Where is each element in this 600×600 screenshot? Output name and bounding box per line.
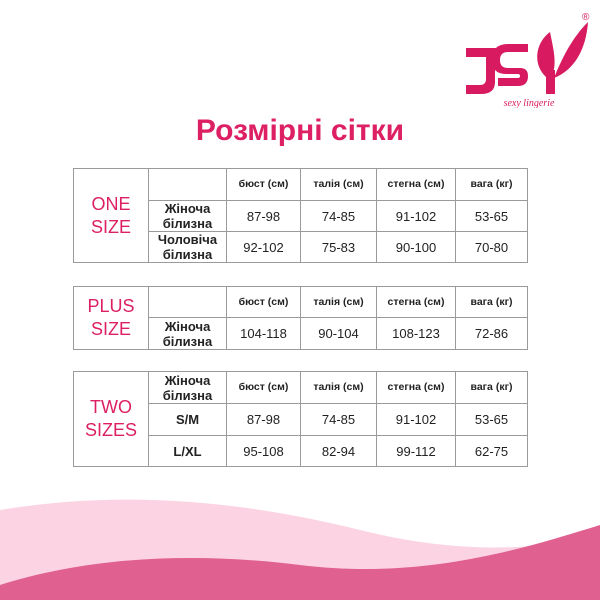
- row-label: Жіноча білизна: [148, 317, 227, 350]
- brand-tagline: sexy lingerie: [504, 98, 555, 108]
- column-header: бюст (см): [226, 286, 301, 318]
- table-cell: 53-65: [455, 200, 528, 232]
- table-cell: 92-102: [226, 231, 301, 263]
- table-cell: 91-102: [376, 403, 456, 436]
- table-cell: 70-80: [455, 231, 528, 263]
- corner-label: Жіноча білизна: [148, 371, 227, 404]
- table-cell: 74-85: [300, 200, 377, 232]
- table-cell: 72-86: [455, 317, 528, 350]
- table-cell: 104-118: [226, 317, 301, 350]
- row-label: Чоловіча білизна: [148, 231, 227, 263]
- row-label: L/XL: [148, 435, 227, 467]
- table-cell: 90-104: [300, 317, 377, 350]
- header-hips: стегна (см): [376, 168, 456, 201]
- table-cell: 87-98: [226, 200, 301, 232]
- table-cell: [148, 286, 227, 318]
- table-cell: 99-112: [376, 435, 456, 467]
- table-cell: 74-85: [300, 403, 377, 436]
- plus-size-table: PLUS SIZE бюст (см) талія (см) стегна (см) в…: [73, 286, 528, 350]
- table-cell: 87-98: [226, 403, 301, 436]
- header-bust: бюст (см): [226, 168, 301, 201]
- table-cell: 108-123: [376, 317, 456, 350]
- column-header: бюст (см): [226, 371, 301, 404]
- page-title: Розмірні сітки: [195, 114, 405, 147]
- table-cell: 95-108: [226, 435, 301, 467]
- row-label: Жіноча білизна: [148, 200, 227, 232]
- table-cell: 75-83: [300, 231, 377, 263]
- column-header: талія (см): [300, 371, 377, 404]
- header-waist: талія (см): [300, 168, 377, 201]
- column-header: стегна (см): [376, 286, 456, 318]
- column-header: вага (кг): [455, 286, 528, 318]
- one-size-table: ONE SIZE бюст (см) талія (см) стегна (см) ва…: [73, 168, 528, 263]
- brand-logo: sexy lingerie ®: [466, 12, 590, 108]
- two-sizes-table: TWO SIZES Жіноча білизна бюст (см) талія (с…: [73, 371, 528, 467]
- table-cell: [148, 168, 227, 201]
- size-label: TWO SIZES: [73, 371, 149, 467]
- row-label: S/M: [148, 403, 227, 436]
- table-cell: 53-65: [455, 403, 528, 436]
- column-header: стегна (см): [376, 371, 456, 404]
- column-header: талія (см): [300, 286, 377, 318]
- registered-mark: ®: [582, 12, 590, 23]
- table-cell: 91-102: [376, 200, 456, 232]
- table-cell: 82-94: [300, 435, 377, 467]
- table-cell: 62-75: [455, 435, 528, 467]
- size-label: PLUS SIZE: [73, 286, 149, 350]
- size-label: ONE SIZE: [73, 168, 149, 263]
- column-header: вага (кг): [455, 371, 528, 404]
- decorative-wave: [0, 499, 600, 600]
- header-weight: вага (кг): [455, 168, 528, 201]
- table-cell: 90-100: [376, 231, 456, 263]
